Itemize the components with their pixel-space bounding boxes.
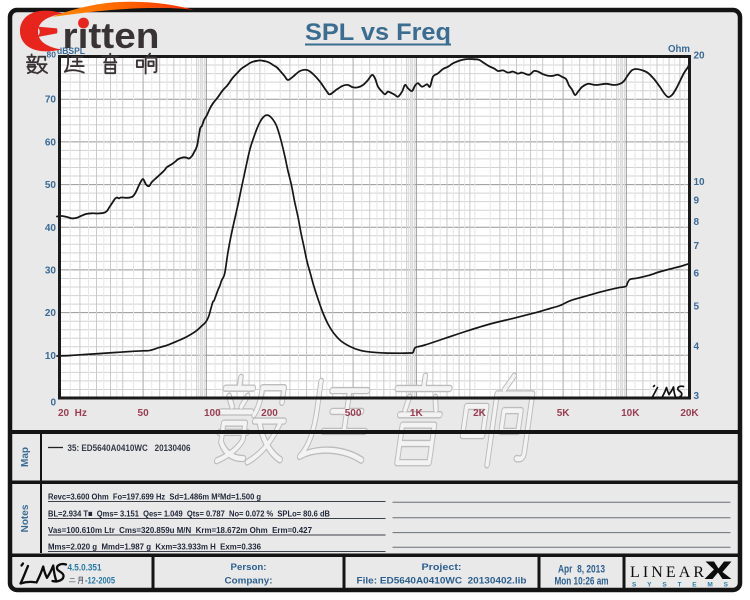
svg-text:80: 80 bbox=[47, 50, 57, 60]
svg-text:20 Hz: 20 Hz bbox=[58, 408, 87, 419]
svg-text:6: 6 bbox=[694, 269, 700, 280]
svg-text:SYSTEMS: SYSTEMS bbox=[632, 582, 729, 589]
svg-text:30: 30 bbox=[45, 265, 57, 276]
svg-text:BL=2.934 T■ Qms= 3.151 Qes=: BL=2.934 T■ Qms= 3.151 Qes= 1.049 Qts= 0… bbox=[48, 508, 330, 518]
svg-text:0: 0 bbox=[50, 398, 56, 409]
svg-text:4.5.0.351: 4.5.0.351 bbox=[68, 563, 103, 574]
svg-text:500: 500 bbox=[345, 408, 362, 419]
svg-text:35: ED5640A0410WC 20130406: 35: ED5640A0410WC 20130406 bbox=[68, 443, 191, 453]
svg-text:20: 20 bbox=[694, 51, 706, 62]
svg-text:Revc=3.600 Ohm Fo=197.699 Hz: Revc=3.600 Ohm Fo=197.699 Hz Sd=1.486m M… bbox=[48, 491, 261, 501]
svg-text:-12-2005: -12-2005 bbox=[85, 576, 116, 587]
svg-text:5: 5 bbox=[694, 302, 700, 313]
svg-text:40: 40 bbox=[45, 223, 57, 234]
svg-text:20: 20 bbox=[45, 308, 57, 319]
svg-text:Mms=2.020 g Mmd=1.987 g Kxm=: Mms=2.020 g Mmd=1.987 g Kxm=33.933m H Ex… bbox=[48, 541, 261, 551]
svg-text:3: 3 bbox=[694, 391, 700, 402]
svg-text:Vas=100.610m Ltr Cms=320.859u: Vas=100.610m Ltr Cms=320.859u M/N Krm=18… bbox=[48, 525, 312, 535]
svg-text:20K: 20K bbox=[680, 408, 699, 419]
svg-text:Notes: Notes bbox=[20, 504, 31, 532]
svg-text:SPL vs Freq: SPL vs Freq bbox=[305, 19, 451, 46]
svg-text:4: 4 bbox=[694, 342, 700, 353]
svg-text:rıtten: rıtten bbox=[63, 15, 160, 56]
svg-text:200: 200 bbox=[261, 408, 278, 419]
svg-text:Ohm: Ohm bbox=[668, 44, 690, 55]
svg-text:10: 10 bbox=[694, 177, 706, 188]
svg-text:7: 7 bbox=[694, 241, 700, 252]
svg-text:1K: 1K bbox=[410, 408, 424, 419]
svg-text:Apr 8, 2013: Apr 8, 2013 bbox=[558, 564, 605, 576]
svg-text:70: 70 bbox=[45, 95, 57, 106]
svg-text:50: 50 bbox=[45, 180, 57, 191]
svg-text:Person:: Person: bbox=[231, 562, 267, 573]
svg-text:dBSPL: dBSPL bbox=[57, 46, 85, 56]
svg-text:10K: 10K bbox=[621, 408, 640, 419]
svg-text:50: 50 bbox=[138, 408, 150, 419]
svg-text:10: 10 bbox=[45, 351, 57, 362]
svg-text:5K: 5K bbox=[557, 408, 571, 419]
svg-text:Company:: Company: bbox=[225, 576, 273, 587]
svg-text:Project:: Project: bbox=[422, 562, 462, 573]
svg-text:2K: 2K bbox=[473, 408, 487, 419]
svg-text:Mon 10:26 am: Mon 10:26 am bbox=[555, 576, 609, 588]
svg-text:100: 100 bbox=[204, 408, 221, 419]
svg-text:Map: Map bbox=[20, 447, 31, 467]
svg-text:8: 8 bbox=[694, 217, 700, 228]
svg-text:File: ED5640A0410WC 20130402.: File: ED5640A0410WC 20130402.lib bbox=[357, 576, 527, 587]
svg-text:60: 60 bbox=[45, 137, 57, 148]
svg-text:9: 9 bbox=[694, 196, 700, 207]
